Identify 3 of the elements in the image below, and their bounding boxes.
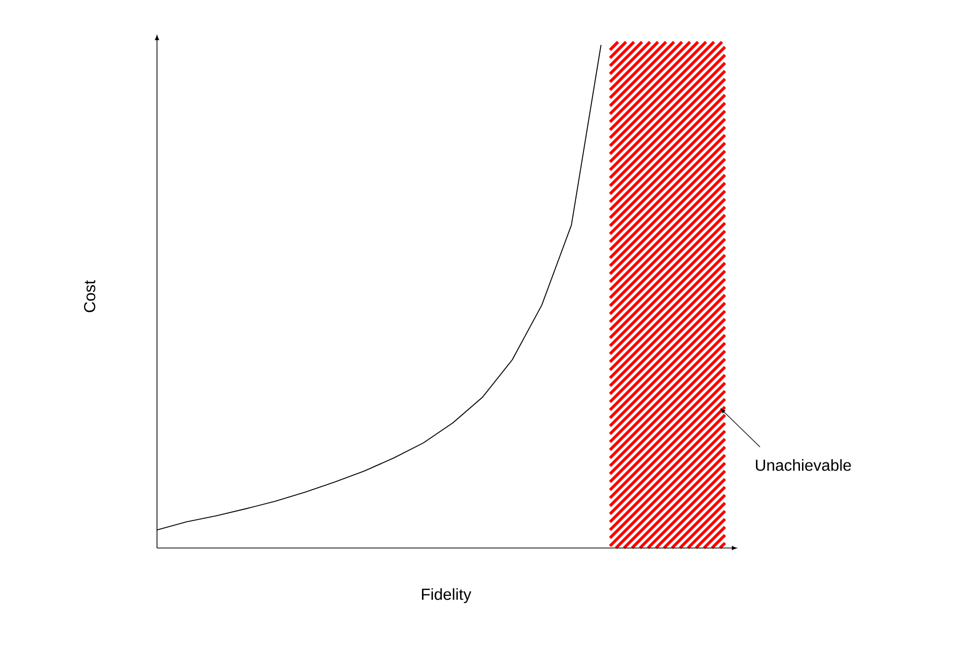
- x-axis-title: Fidelity: [422, 588, 472, 604]
- text: Unachievable: [756, 459, 851, 471]
- y-axis-title: Cost: [84, 280, 96, 312]
